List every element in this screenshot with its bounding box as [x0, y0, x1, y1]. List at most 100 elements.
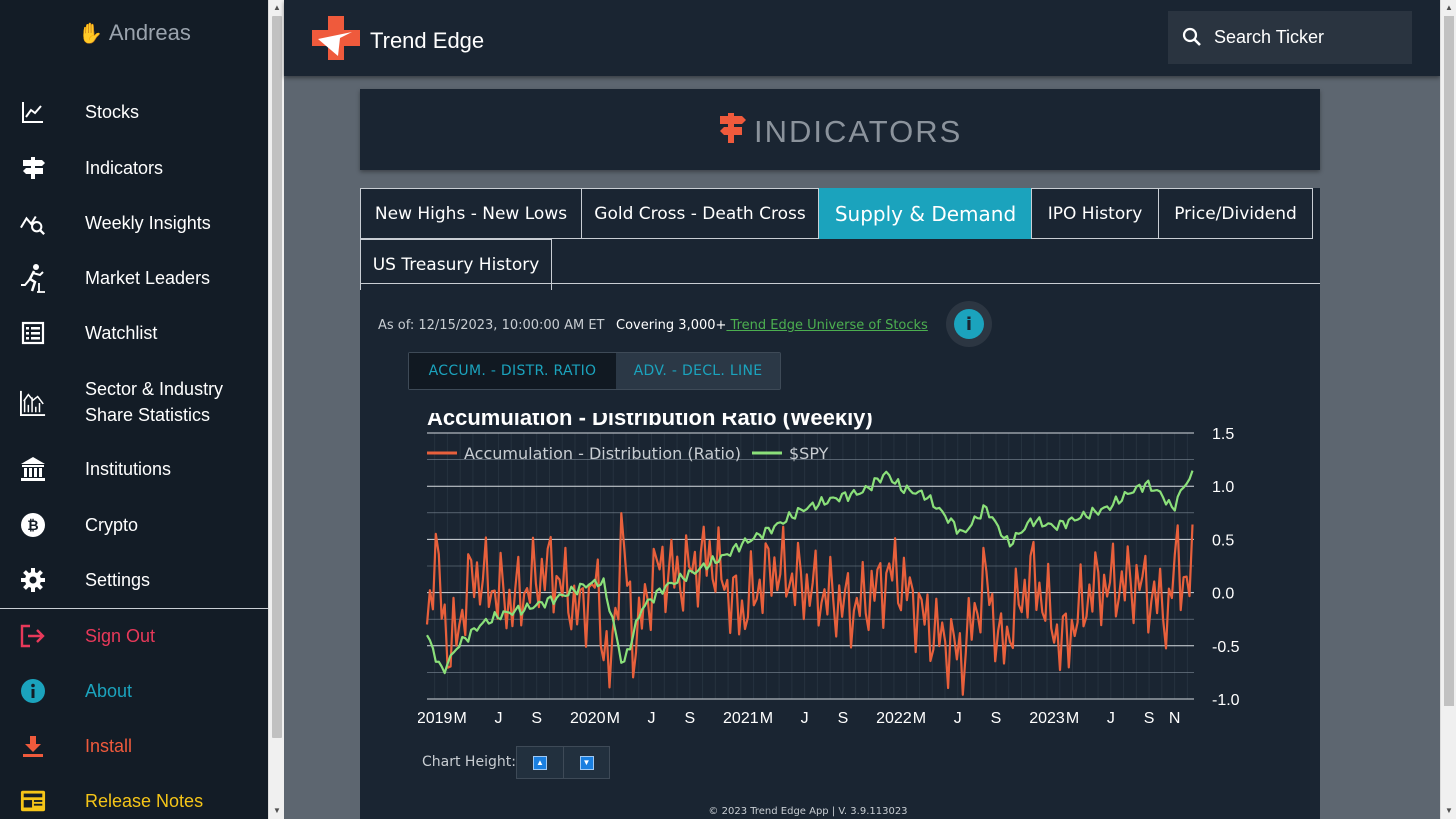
indicators-panel: New Highs - New Lows Gold Cross - Death … [360, 188, 1320, 819]
indicator-subtabs: ACCUM. - DISTR. RATIO ADV. - DECL. LINE [408, 352, 781, 390]
chart-x-tick-label: M [1066, 710, 1079, 727]
sidebar-item-watchlist[interactable]: Watchlist [0, 311, 268, 355]
brand[interactable]: Trend Edge [312, 16, 484, 65]
universe-link[interactable]: Trend Edge Universe of Stocks [726, 318, 928, 333]
chart-height-controls: ▲ ▼ [516, 746, 610, 779]
as-of-timestamp: As of: 12/15/2023, 10:00:00 AM ET [378, 318, 605, 333]
tab-gold-cross-death-cross[interactable]: Gold Cross - Death Cross [581, 188, 819, 239]
sidebar-item-label: Stocks [85, 102, 140, 122]
coverage-text: Covering 3,000+ Trend Edge Universe of S… [616, 318, 928, 333]
scroll-down-arrow-icon[interactable]: ▼ [273, 806, 281, 815]
info-icon [20, 678, 46, 704]
sidebar-item-label: Crypto [85, 515, 139, 535]
sidebar-scrollbar[interactable]: ▲ ▼ [268, 0, 284, 819]
scroll-down-arrow-icon[interactable]: ▼ [1445, 806, 1453, 815]
chart-x-tick-label: S [531, 710, 542, 727]
chart-title: Accumulation - Distribution Ratio (Weekl… [427, 413, 873, 430]
search-icon [1182, 27, 1202, 52]
tab-new-highs-new-lows[interactable]: New Highs - New Lows [360, 188, 582, 239]
search-placeholder: Search Ticker [1214, 27, 1325, 47]
tab-price-dividend[interactable]: Price/Dividend [1158, 188, 1313, 239]
scroll-up-arrow-icon[interactable]: ▲ [1445, 3, 1453, 12]
sidebar-item-label: Sign Out [85, 626, 156, 646]
chart-height-label: Chart Height: [422, 754, 516, 770]
chart-x-tick-label: S [1144, 710, 1155, 727]
chart-x-tick-label: N [1169, 710, 1181, 727]
footer-text: © 2023 Trend Edge App | V. 3.9.113023 [708, 806, 908, 817]
chart-x-tick-label: J [954, 710, 962, 727]
sidebar-divider [0, 608, 268, 609]
info-icon: i [954, 309, 984, 339]
tab-us-treasury-history[interactable]: US Treasury History [360, 239, 552, 290]
coverage-count: Covering 3,000+ [616, 318, 727, 333]
sidebar-item-label: Release Notes [85, 791, 204, 811]
signpost-icon [718, 111, 748, 153]
chart-x-tick-label: J [1107, 710, 1115, 727]
sign-out-icon [20, 623, 46, 649]
tabs-divider [360, 283, 1320, 284]
tab-ipo-history[interactable]: IPO History [1031, 188, 1159, 239]
user-greeting: ✋ Andreas [78, 20, 191, 46]
sidebar: ✋ Andreas Stocks Indicators Weekly Insig… [0, 0, 268, 819]
sidebar-item-release-notes[interactable]: Release Notes [0, 779, 268, 819]
legend-entry: $SPY [789, 444, 829, 463]
chart-y-tick-label: -1.0 [1212, 692, 1240, 709]
list-icon [20, 320, 46, 346]
sidebar-item-indicators[interactable]: Indicators [0, 146, 268, 190]
sidebar-item-label: Institutions [85, 459, 172, 479]
chart-x-tick-label: M [913, 710, 926, 727]
bar-stats-icon [20, 390, 46, 416]
page-header-card: INDICATORS [360, 89, 1320, 170]
subtab-accum-distr-ratio[interactable]: ACCUM. - DISTR. RATIO [409, 353, 616, 389]
chart-x-tick-label: J [801, 710, 809, 727]
scroll-up-arrow-icon[interactable]: ▲ [273, 3, 281, 12]
chart-height-decrease-button[interactable]: ▼ [563, 747, 609, 778]
page-scrollbar[interactable]: ▲ ▼ [1440, 0, 1456, 819]
search-ticker-input[interactable]: Search Ticker [1168, 11, 1412, 64]
sidebar-item-label: Settings [85, 570, 151, 590]
chart-y-tick-label: 1.0 [1212, 479, 1234, 496]
chart-x-tick-label: S [684, 710, 695, 727]
trend-edge-logo-icon [312, 16, 360, 65]
chart-x-tick-label: J [494, 710, 502, 727]
chart-x-tick-label: M [760, 710, 773, 727]
chart-height-increase-button[interactable]: ▲ [517, 747, 563, 778]
sidebar-item-label: About [85, 681, 133, 701]
sidebar-item-crypto[interactable]: ₿ Crypto [0, 503, 268, 547]
sidebar-item-install[interactable]: Install [0, 724, 268, 768]
sidebar-item-sign-out[interactable]: Sign Out [0, 614, 268, 658]
chart-x-tick-label: S [991, 710, 1002, 727]
sidebar-scrollbar-thumb[interactable] [272, 16, 282, 738]
sidebar-item-market-leaders[interactable]: Market Leaders [0, 256, 268, 300]
page-title: INDICATORS [718, 111, 962, 153]
runner-icon [20, 264, 46, 293]
chart-y-tick-label: 0.5 [1212, 532, 1234, 549]
sidebar-item-label: Watchlist [85, 323, 158, 343]
chart-x-tick-label: 2023 [1029, 710, 1065, 727]
sidebar-item-sector-industry[interactable]: Sector & Industry Share Statistics [0, 376, 268, 430]
tab-supply-demand[interactable]: Supply & Demand [819, 188, 1032, 239]
sidebar-item-settings[interactable]: Settings [0, 558, 268, 602]
page-scrollbar-thumb[interactable] [1444, 16, 1454, 706]
chart-y-tick-label: -0.5 [1212, 639, 1240, 656]
legend-entry: Accumulation - Distribution (Ratio) [464, 444, 741, 463]
gear-icon [20, 567, 46, 593]
svg-text:₿: ₿ [27, 518, 38, 534]
chart-x-tick-label: 2021 [723, 710, 759, 727]
newspaper-icon [20, 788, 46, 814]
signpost-icon [20, 155, 46, 181]
info-button[interactable]: i [946, 301, 992, 347]
sidebar-item-stocks[interactable]: Stocks [0, 90, 268, 134]
page-title-text: INDICATORS [754, 114, 963, 149]
sidebar-item-weekly-insights[interactable]: Weekly Insights [0, 201, 268, 245]
sidebar-item-about[interactable]: About [0, 669, 268, 713]
chart-x-tick-label: 2022 [876, 710, 912, 727]
chart-x-tick-label: 2020 [570, 710, 606, 727]
subtab-adv-decl-line[interactable]: ADV. - DECL. LINE [616, 353, 780, 389]
accum-distr-chart[interactable]: Accumulation - Distribution Ratio (Weekl… [417, 405, 1268, 753]
sidebar-item-institutions[interactable]: Institutions [0, 447, 268, 491]
sidebar-item-label: Install [85, 736, 133, 756]
chart-x-tick-label: J [648, 710, 656, 727]
waving-hand-icon: ✋ [78, 22, 103, 45]
chart-y-tick-label: 1.5 [1212, 426, 1234, 443]
